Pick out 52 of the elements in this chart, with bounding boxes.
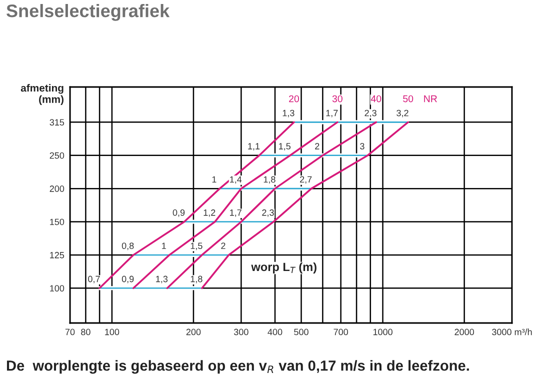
x-tick-label: 70 [65, 328, 75, 336]
annotation: 1,3 [156, 276, 168, 284]
annotation: 0,8 [122, 242, 134, 250]
bar [132, 252, 230, 257]
x-tick-label: 400 [268, 328, 282, 336]
annotation: 2 [315, 143, 320, 150]
annotation: 1,2 [204, 209, 216, 217]
x-tick-label: 700 [334, 328, 348, 336]
annotation: 3,2 [396, 110, 408, 118]
y-tick-label: 250 [50, 152, 64, 159]
bar [258, 153, 368, 158]
text: 30 [332, 95, 342, 102]
annotation: 2,3 [364, 110, 376, 118]
annotation: 2,7 [300, 176, 312, 184]
y-tick-label: 150 [50, 218, 64, 226]
annotation: 1,7 [230, 210, 242, 217]
annotation: 1,8 [264, 176, 276, 184]
annotation: 1,3 [282, 110, 294, 118]
annotation: 1 [162, 242, 166, 249]
x-tick-label: 300 [234, 328, 248, 336]
annotation: worp L$_{T}$ (m) [251, 262, 316, 274]
annotation: 2,3 [262, 209, 274, 217]
x-tick-label: 1000 [373, 328, 392, 336]
y-tick-label: 315 [50, 119, 64, 126]
text: 20 [289, 95, 300, 102]
y-tick-label: 100 [50, 285, 64, 292]
text: 50 [403, 95, 414, 102]
y-tick-label: 200 [50, 186, 64, 192]
x-tick-label: 500 [294, 328, 308, 336]
x-tick-label: 200 [186, 328, 201, 336]
annotation: 0,9 [122, 276, 134, 284]
x-tick-label: 100 [105, 328, 120, 336]
annotation: 1,7 [326, 110, 338, 118]
annotation: 0,7 [88, 276, 100, 284]
text: De worplengte is gebaseerd op een v$_{R}$ van 0,17 m/s in de leefzone. [6, 360, 469, 374]
annotation: 1,8 [190, 276, 202, 284]
chart-title: Snelselectiegrafiek [6, 4, 170, 21]
annotation: 0,9 [172, 209, 185, 217]
x-tick-label: 80 [81, 328, 90, 336]
annotation: 1,5 [279, 143, 290, 150]
x-tick-label: 2000 [454, 328, 474, 336]
annotation: 3 [360, 143, 364, 150]
y-tick-label: 125 [50, 252, 64, 258]
annotation: 1,4 [230, 176, 242, 184]
legend-title: NR [424, 95, 437, 102]
x-tick-label: 3000 m³/h [492, 328, 532, 336]
annotation: 1,5 [190, 242, 202, 250]
y-axis-title: afmeting (mm) [20, 84, 64, 105]
text: 40 [370, 95, 382, 102]
annotation: 1,1 [248, 143, 260, 150]
annotation: 2 [221, 242, 226, 249]
annotation: 1 [212, 176, 216, 183]
